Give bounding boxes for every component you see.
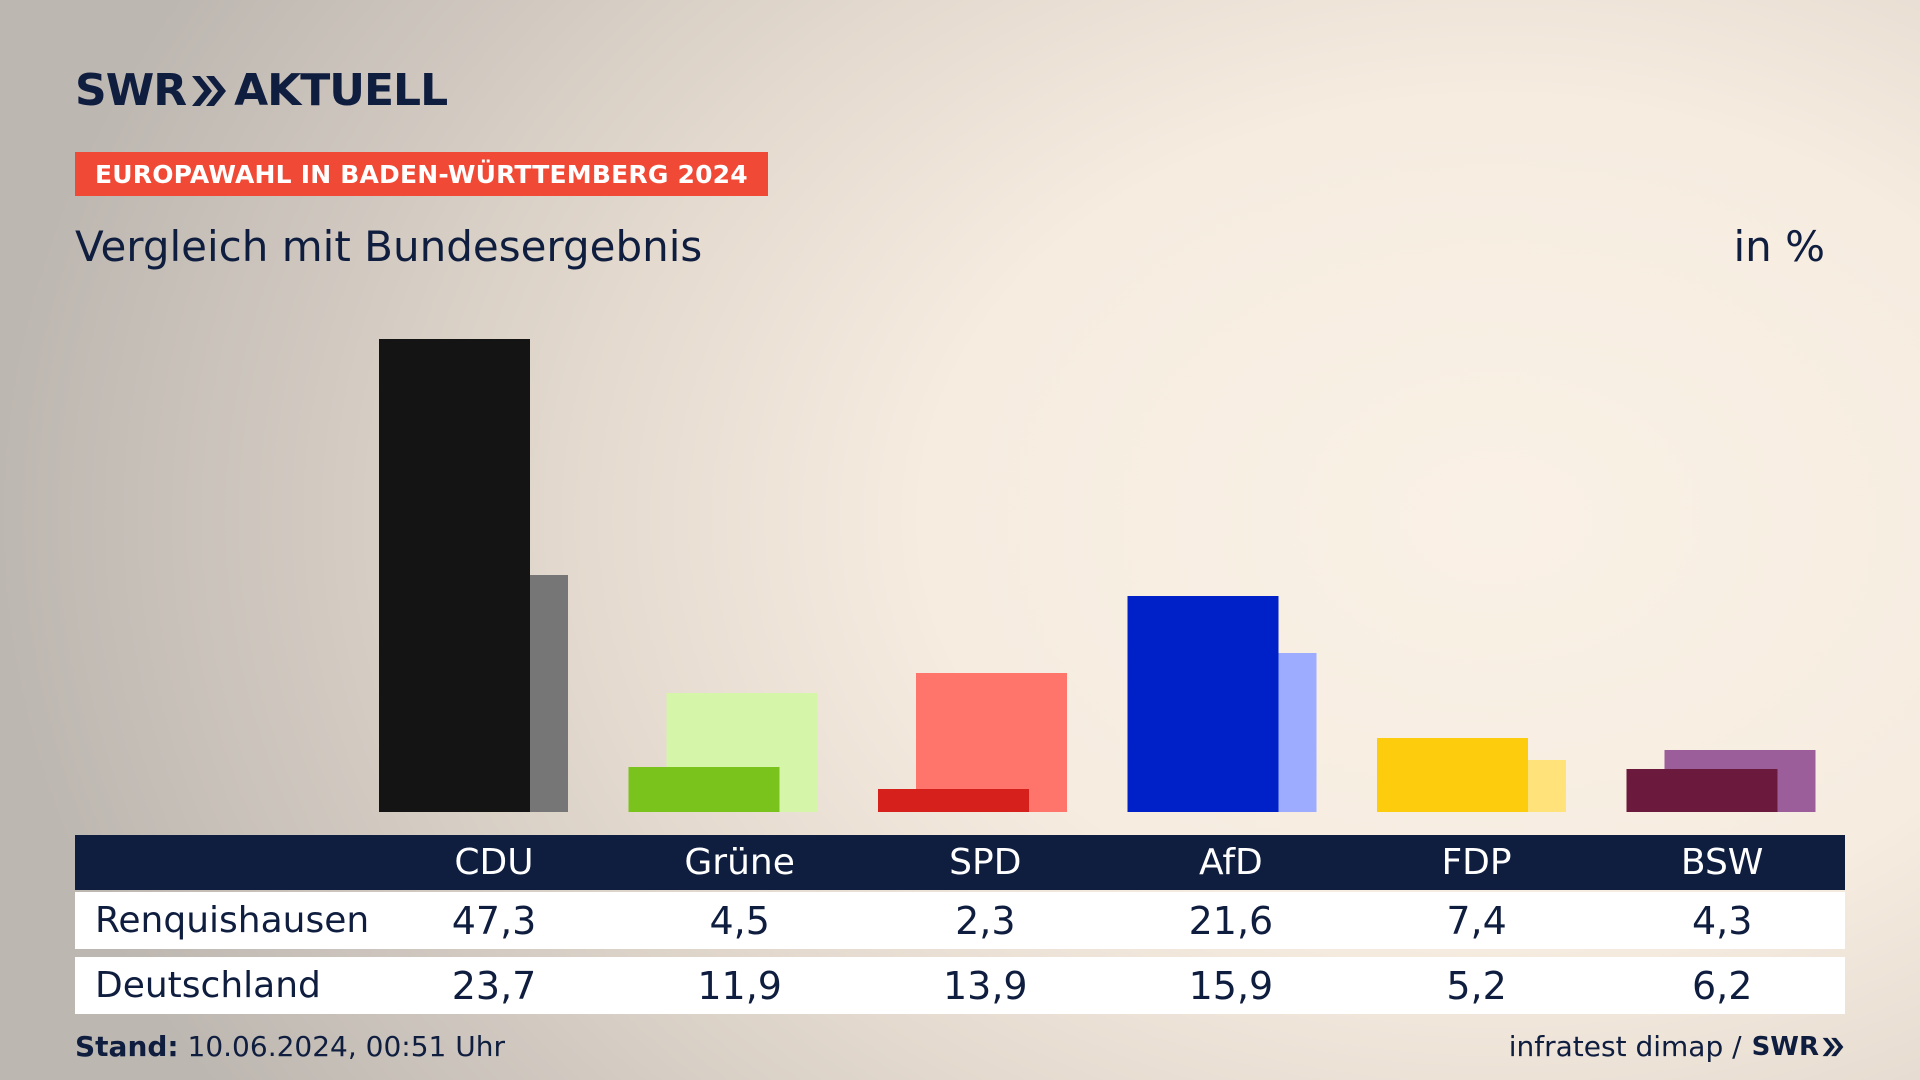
party-header-gruene: Grüne [684,842,795,883]
value-cell: 7,4 [1446,898,1507,943]
table-row-local: Renquishausen 47,3 4,5 2,3 21,6 7,4 4,3 [75,892,1845,949]
results-table: CDU Grüne SPD AfD FDP BSW Renquishausen … [75,835,1845,1014]
value-cell: 6,2 [1691,963,1753,1008]
election-badge: EUROPAWAHL IN BADEN-WÜRTTEMBERG 2024 [75,152,768,196]
swr-aktuell-logo: SWR AKTUELL [75,65,448,116]
party-header-cdu: CDU [454,842,534,883]
bar-national-spd [916,673,1067,812]
bar-local-spd [878,789,1029,812]
double-chevron-icon [1822,1037,1844,1056]
value-cell: 2,3 [955,898,1016,943]
bar-local-grüne [628,767,780,812]
bar-chart [379,339,1816,812]
party-header-fdp: FDP [1441,842,1512,883]
value-cell: 15,9 [1188,963,1274,1008]
timestamp: Stand: 10.06.2024, 00:51 Uhr [75,1030,505,1063]
chart-subtitle: Vergleich mit Bundesergebnis [75,222,703,271]
value-cell: 4,5 [709,898,770,943]
party-header-afd: AfD [1199,842,1263,883]
bar-local-fdp [1377,738,1528,812]
value-cell: 47,3 [451,898,537,943]
source-credit: infratest dimap / SWR [1509,1030,1845,1063]
value-cell: 4,3 [1691,898,1753,943]
swr-small-logo: SWR [1752,1032,1845,1062]
unit-label: in % [1733,222,1825,271]
small-logo-text: SWR [1751,1031,1819,1062]
logo-aktuell-text: AKTUELL [234,65,448,116]
value-cell: 23,7 [451,963,537,1008]
bar-local-afd [1127,596,1279,812]
bar-local-bsw [1626,769,1778,812]
value-cell: 11,9 [697,963,782,1008]
value-cell: 21,6 [1188,898,1274,943]
stand-label: Stand: [75,1030,179,1063]
double-chevron-icon [192,76,227,106]
row-label-local: Renquishausen [95,900,370,941]
party-header-bsw: BSW [1680,842,1764,883]
source-text: infratest dimap / [1508,1030,1742,1063]
party-header-spd: SPD [949,842,1022,883]
table-row-national: Deutschland 23,7 11,9 13,9 15,9 5,2 6,2 [75,957,1845,1014]
value-cell: 13,9 [942,963,1028,1008]
bar-local-cdu [379,339,530,812]
logo-swr-text: SWR [75,65,187,116]
stand-value: 10.06.2024, 00:51 Uhr [187,1030,505,1063]
value-cell: 5,2 [1446,963,1507,1008]
table-header: CDU Grüne SPD AfD FDP BSW [75,835,1845,890]
row-label-national: Deutschland [95,965,321,1006]
